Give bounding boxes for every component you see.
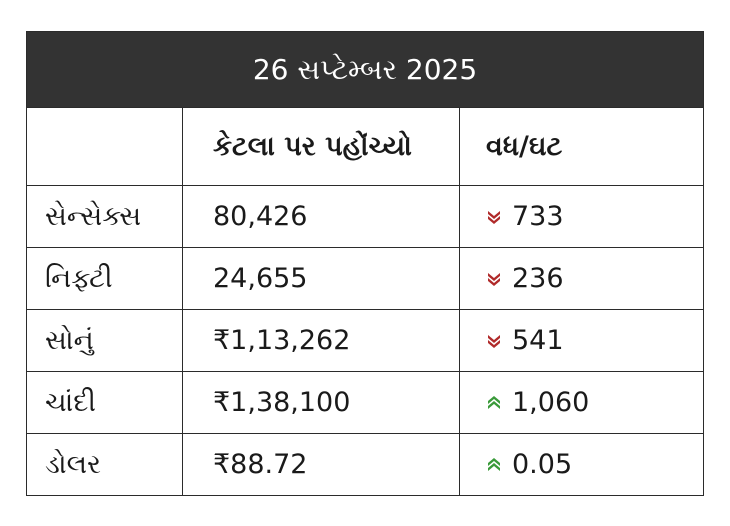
market-summary-table: 26 સપ્ટેમ્બર 2025 કેટલા પર પહોંચ્યો વધ/ઘ… xyxy=(26,31,704,496)
row-change-cell: 236 xyxy=(460,248,703,309)
double-chevron-down-icon xyxy=(486,209,504,225)
header-value: કેટલા પર પહોંચ્યો xyxy=(183,108,460,185)
row-change-cell: 0.05 xyxy=(460,434,703,495)
header-blank xyxy=(27,108,183,185)
row-value: ₹1,13,262 xyxy=(183,310,460,371)
double-chevron-down-icon xyxy=(486,333,504,349)
row-change: 733 xyxy=(512,201,564,232)
row-name: નિફ્ટી xyxy=(27,248,183,309)
row-change-cell: 1,060 xyxy=(460,372,703,433)
table-row: સોનું ₹1,13,262 541 xyxy=(27,309,703,371)
row-change-cell: 541 xyxy=(460,310,703,371)
row-name: સોનું xyxy=(27,310,183,371)
row-value: ₹88.72 xyxy=(183,434,460,495)
row-change: 1,060 xyxy=(512,387,590,418)
table-row: ચાંદી ₹1,38,100 1,060 xyxy=(27,371,703,433)
table-title: 26 સપ્ટેમ્બર 2025 xyxy=(27,32,703,107)
row-value: 80,426 xyxy=(183,186,460,247)
row-change-cell: 733 xyxy=(460,186,703,247)
header-row: કેટલા પર પહોંચ્યો વધ/ઘટ xyxy=(27,107,703,185)
row-change: 236 xyxy=(512,263,564,294)
double-chevron-up-icon xyxy=(486,395,504,411)
row-change: 541 xyxy=(512,325,564,356)
row-name: ચાંદી xyxy=(27,372,183,433)
table-row: નિફ્ટી 24,655 236 xyxy=(27,247,703,309)
double-chevron-up-icon xyxy=(486,457,504,473)
row-name: ડોલર xyxy=(27,434,183,495)
header-change: વધ/ઘટ xyxy=(486,130,563,162)
row-name: સેન્સેક્સ xyxy=(27,186,183,247)
row-change: 0.05 xyxy=(512,449,573,480)
double-chevron-down-icon xyxy=(486,271,504,287)
row-value: ₹1,38,100 xyxy=(183,372,460,433)
table-row: સેન્સેક્સ 80,426 733 xyxy=(27,185,703,247)
table-row: ડોલર ₹88.72 0.05 xyxy=(27,433,703,495)
row-value: 24,655 xyxy=(183,248,460,309)
